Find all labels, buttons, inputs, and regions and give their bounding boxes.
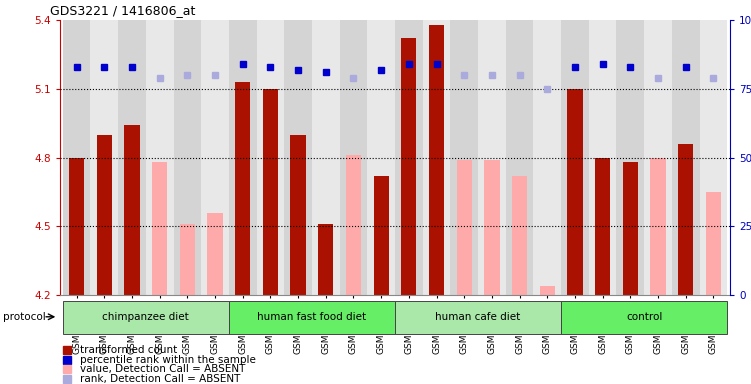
- Bar: [589, 20, 617, 295]
- Bar: [346, 155, 361, 295]
- Bar: [533, 20, 561, 295]
- Bar: [118, 20, 146, 295]
- FancyBboxPatch shape: [561, 301, 727, 334]
- Bar: [457, 160, 472, 295]
- Text: percentile rank within the sample: percentile rank within the sample: [80, 355, 256, 365]
- Text: value, Detection Call = ABSENT: value, Detection Call = ABSENT: [80, 364, 246, 374]
- Bar: [699, 20, 727, 295]
- Bar: [706, 192, 721, 295]
- Bar: [318, 224, 333, 295]
- Bar: [291, 134, 306, 295]
- Bar: [339, 20, 367, 295]
- Bar: [423, 20, 451, 295]
- Bar: [429, 25, 444, 295]
- Text: chimpanzee diet: chimpanzee diet: [102, 313, 189, 323]
- Bar: [367, 20, 395, 295]
- Bar: [257, 20, 285, 295]
- Bar: [512, 176, 527, 295]
- FancyBboxPatch shape: [63, 301, 229, 334]
- Bar: [285, 20, 312, 295]
- Bar: [644, 20, 672, 295]
- Text: rank, Detection Call = ABSENT: rank, Detection Call = ABSENT: [80, 374, 240, 384]
- Bar: [207, 212, 222, 295]
- Bar: [540, 286, 555, 295]
- Bar: [484, 160, 499, 295]
- Bar: [69, 157, 84, 295]
- Bar: [567, 89, 583, 295]
- Text: human cafe diet: human cafe diet: [436, 313, 520, 323]
- Bar: [97, 134, 112, 295]
- FancyBboxPatch shape: [229, 301, 395, 334]
- Bar: [201, 20, 229, 295]
- Bar: [672, 20, 699, 295]
- Bar: [173, 20, 201, 295]
- Bar: [235, 82, 250, 295]
- Bar: [623, 162, 638, 295]
- Bar: [561, 20, 589, 295]
- Bar: [146, 20, 173, 295]
- Bar: [451, 20, 478, 295]
- Bar: [63, 20, 90, 295]
- Bar: [401, 38, 417, 295]
- Text: GDS3221 / 1416806_at: GDS3221 / 1416806_at: [50, 4, 195, 17]
- Bar: [373, 176, 389, 295]
- Text: transformed count: transformed count: [80, 345, 177, 355]
- Bar: [595, 157, 611, 295]
- Text: protocol: protocol: [3, 312, 46, 322]
- Bar: [505, 20, 533, 295]
- Bar: [617, 20, 644, 295]
- Bar: [229, 20, 257, 295]
- Bar: [395, 20, 423, 295]
- Bar: [478, 20, 505, 295]
- FancyBboxPatch shape: [395, 301, 561, 334]
- Bar: [152, 162, 167, 295]
- Bar: [125, 126, 140, 295]
- Bar: [179, 224, 195, 295]
- Bar: [312, 20, 339, 295]
- Text: human fast food diet: human fast food diet: [258, 313, 366, 323]
- Bar: [263, 89, 278, 295]
- Text: control: control: [626, 313, 662, 323]
- Bar: [678, 144, 693, 295]
- Bar: [650, 157, 665, 295]
- Bar: [90, 20, 118, 295]
